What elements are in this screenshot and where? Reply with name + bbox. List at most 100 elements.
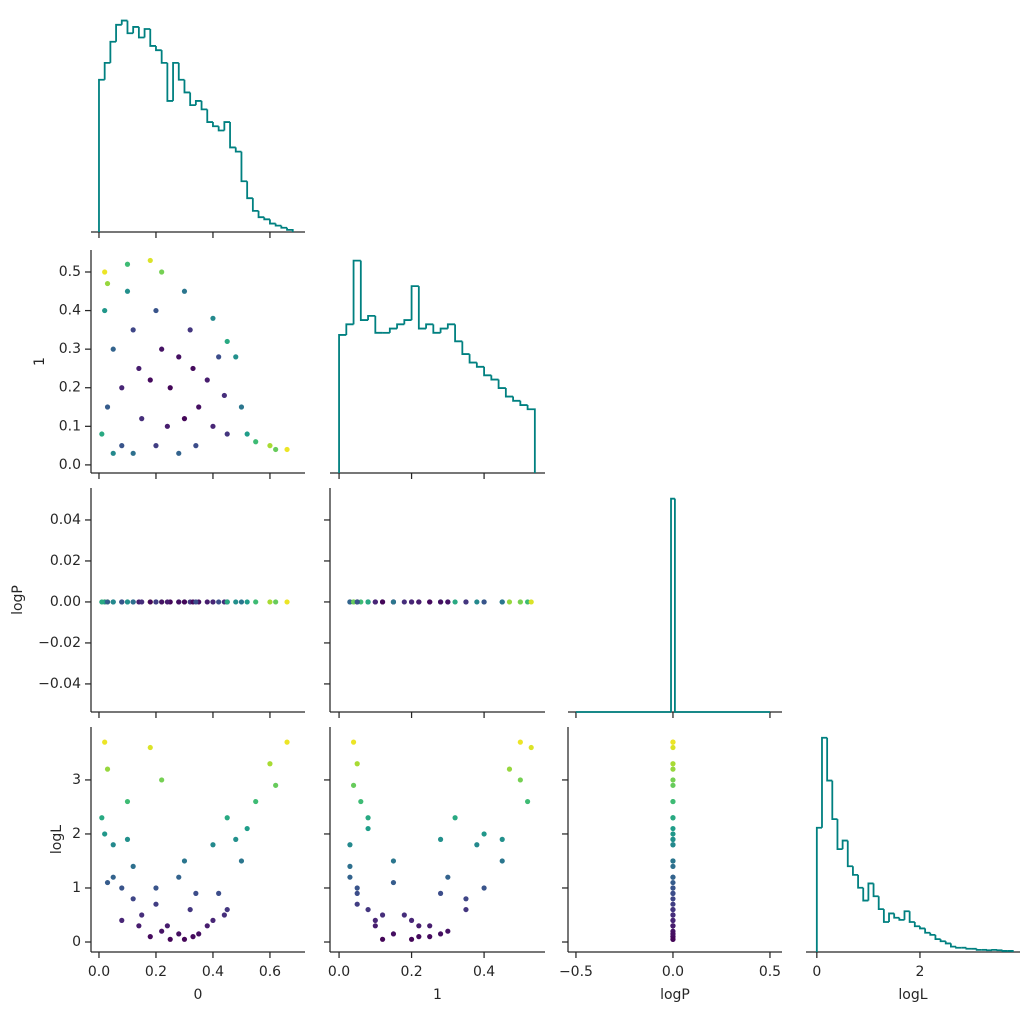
scatter-point bbox=[147, 599, 153, 605]
histogram-step bbox=[345, 323, 354, 335]
histogram-step bbox=[950, 943, 957, 948]
scatter-point bbox=[365, 599, 371, 605]
scatter-point bbox=[224, 338, 230, 345]
scatter-point bbox=[528, 744, 534, 751]
x-tick-label: 0.4 bbox=[473, 964, 495, 980]
scatter-point bbox=[104, 404, 111, 410]
y-tick-label: 0 bbox=[72, 934, 81, 950]
panel: 0.0 0.2 0.4 0.6 0 0 1 2 3 logL bbox=[49, 727, 305, 1003]
scatter-point bbox=[670, 825, 676, 832]
histogram-step bbox=[200, 100, 208, 111]
y-tick-label: −0.02 bbox=[38, 635, 81, 651]
histogram-step bbox=[172, 61, 179, 101]
scatter-point bbox=[124, 288, 131, 294]
scatter-point bbox=[216, 599, 222, 605]
scatter-point bbox=[216, 890, 222, 896]
scatter-point bbox=[481, 599, 487, 605]
scatter-point bbox=[216, 354, 222, 360]
histogram-step bbox=[461, 341, 470, 355]
scatter-point bbox=[670, 901, 676, 907]
scatter-point bbox=[416, 934, 422, 940]
histogram-step bbox=[826, 737, 833, 782]
scatter-point bbox=[139, 912, 145, 918]
scatter-point bbox=[233, 836, 239, 842]
x-axis-label: logL bbox=[898, 987, 927, 1003]
scatter-point bbox=[167, 936, 173, 942]
histogram-step bbox=[120, 19, 128, 25]
histogram-step bbox=[857, 874, 864, 889]
y-tick-label: 0.2 bbox=[59, 380, 81, 396]
scatter-point bbox=[196, 931, 202, 937]
y-tick-label: 3 bbox=[72, 772, 81, 788]
scatter-point bbox=[164, 423, 170, 429]
scatter-point bbox=[528, 599, 534, 605]
scatter-point bbox=[130, 327, 136, 333]
scatter-point bbox=[147, 377, 153, 383]
scatter-point bbox=[474, 842, 480, 848]
scatter-point bbox=[354, 599, 360, 605]
scatter-point bbox=[99, 431, 105, 437]
scatter-point bbox=[670, 858, 676, 864]
panel bbox=[330, 259, 545, 479]
scatter-point bbox=[427, 934, 433, 940]
histogram-step bbox=[836, 819, 843, 851]
scatter-point bbox=[104, 766, 111, 772]
scatter-point bbox=[99, 815, 105, 821]
scatter-point bbox=[408, 599, 415, 605]
y-tick-label: 0.0 bbox=[59, 457, 81, 473]
scatter-point bbox=[670, 815, 676, 821]
scatter-point bbox=[224, 431, 230, 437]
histogram-step bbox=[821, 736, 828, 828]
scatter-point bbox=[379, 936, 386, 942]
histogram-step bbox=[166, 62, 174, 102]
scatter-point bbox=[273, 599, 279, 605]
scatter-point bbox=[452, 815, 458, 821]
scatter-point bbox=[524, 798, 531, 805]
scatter-point bbox=[670, 842, 676, 848]
histogram-step bbox=[454, 324, 463, 343]
histogram-step bbox=[913, 922, 920, 928]
scatter-point bbox=[372, 599, 378, 605]
scatter-point bbox=[358, 798, 364, 805]
scatter-point bbox=[210, 842, 216, 848]
histogram-step bbox=[872, 883, 879, 898]
histogram-step bbox=[955, 946, 962, 949]
scatter-point bbox=[253, 599, 259, 605]
scatter-point bbox=[221, 392, 227, 399]
scatter-point bbox=[437, 599, 444, 605]
scatter-point bbox=[159, 928, 165, 934]
x-tick-label: 0.4 bbox=[202, 964, 224, 980]
scatter-point bbox=[124, 798, 131, 805]
scatter-point bbox=[347, 863, 353, 869]
scatter-point bbox=[164, 599, 170, 605]
x-axis-label: 0 bbox=[194, 987, 203, 1003]
scatter-point bbox=[176, 874, 182, 880]
scatter-point bbox=[159, 599, 165, 605]
scatter-point bbox=[130, 896, 136, 902]
panel: 0 2 logL bbox=[806, 736, 1020, 1003]
scatter-point bbox=[347, 842, 353, 848]
scatter-point bbox=[670, 923, 676, 929]
y-tick-label: 1 bbox=[72, 880, 81, 896]
histogram-step bbox=[929, 932, 936, 936]
scatter-point bbox=[437, 890, 444, 896]
y-tick-label: 0.3 bbox=[59, 341, 81, 357]
x-tick-label: 0.0 bbox=[88, 964, 110, 980]
panel: −0.04 −0.02 0.00 0.02 0.04 logP bbox=[10, 488, 305, 718]
scatter-point bbox=[136, 365, 142, 372]
scatter-point bbox=[273, 782, 279, 788]
y-tick-label: 0.1 bbox=[59, 418, 81, 434]
scatter-point bbox=[233, 599, 239, 605]
scatter-point bbox=[196, 404, 202, 410]
scatter-point bbox=[110, 874, 116, 880]
x-tick-label: 0.6 bbox=[259, 964, 281, 980]
x-tick-label: −0.5 bbox=[559, 964, 593, 980]
x-tick-label: 0.2 bbox=[400, 964, 422, 980]
scatter-point bbox=[506, 766, 513, 772]
histogram-step bbox=[439, 327, 448, 333]
histogram-step bbox=[149, 29, 156, 47]
scatter-point bbox=[670, 936, 676, 942]
histogram-step bbox=[882, 909, 890, 923]
scatter-point bbox=[390, 858, 397, 864]
